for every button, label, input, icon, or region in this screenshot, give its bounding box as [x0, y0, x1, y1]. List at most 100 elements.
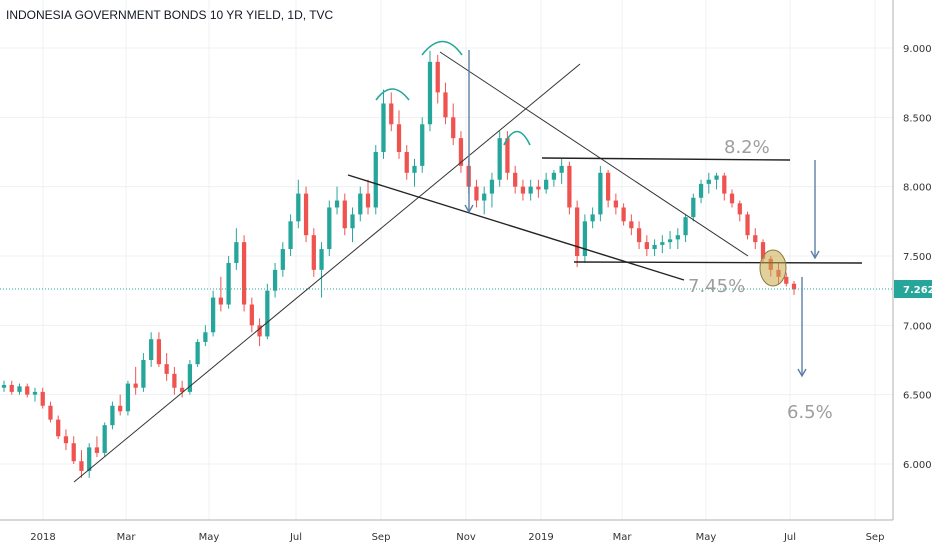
candle-body	[412, 165, 417, 173]
time-axis: 2018 Mar May Jul Sep Nov 2019 Mar May Jul Sep	[30, 532, 884, 543]
candle-body	[172, 373, 177, 388]
candle-body	[489, 179, 495, 194]
candle-body	[265, 290, 270, 337]
y-tick-label: 9.000	[903, 44, 932, 55]
x-tick-label: May	[199, 532, 220, 543]
x-tick-label: Sep	[866, 532, 885, 543]
shoulder-arc	[375, 88, 410, 101]
rising-trendline	[73, 63, 581, 483]
candle-body	[722, 175, 727, 194]
candle-body	[621, 207, 626, 222]
falling-trendline	[439, 51, 749, 257]
candle-body	[241, 242, 247, 305]
candle-body	[451, 117, 456, 139]
candle-body	[745, 214, 750, 236]
candle-body	[497, 138, 502, 180]
candle-body	[528, 186, 533, 194]
candle-body	[427, 61, 433, 125]
candle-body	[272, 269, 278, 291]
candle-body	[590, 214, 595, 222]
resistance-line	[541, 157, 791, 161]
target-arrow-head	[464, 204, 474, 214]
x-tick-label: 2018	[30, 532, 55, 543]
candle-body	[94, 447, 100, 453]
candle-body	[683, 217, 688, 236]
candle-body	[187, 364, 193, 392]
candle-body	[753, 235, 758, 243]
candle-body	[559, 165, 564, 173]
candle-body	[71, 443, 76, 462]
candle-body	[404, 152, 409, 173]
candle-body	[87, 447, 92, 471]
candle-body	[9, 384, 14, 392]
candle-body	[582, 221, 588, 256]
candle-body	[365, 193, 371, 208]
candle-body	[389, 103, 394, 125]
shoulder-arc	[503, 130, 531, 146]
candle-body	[1, 384, 7, 388]
breakdown-highlight	[759, 249, 787, 287]
candle-body	[141, 360, 146, 388]
candle-body	[675, 235, 680, 240]
candle-body	[613, 200, 618, 208]
candle-body	[544, 179, 549, 190]
candle-body	[48, 405, 53, 420]
candle-body	[737, 203, 742, 215]
candle-body	[505, 138, 510, 173]
candle-body	[102, 425, 107, 453]
candle-body	[156, 339, 162, 365]
candle-body	[791, 283, 797, 290]
candle-body	[210, 297, 216, 333]
y-tick-label: 7.000	[903, 321, 932, 332]
chart-title: INDONESIA GOVERNMENT BONDS 10 YR YIELD, …	[6, 8, 334, 22]
candle-body	[358, 193, 363, 215]
candle-body	[513, 172, 518, 187]
candle-body	[698, 183, 704, 198]
target-arrow-head	[797, 368, 807, 378]
candle-body	[226, 262, 231, 305]
candle-body	[636, 228, 642, 243]
candle-body	[760, 242, 766, 259]
candle-body	[482, 193, 487, 201]
x-tick-label: Mar	[117, 532, 137, 543]
candle-body	[40, 391, 45, 406]
grid	[0, 0, 893, 520]
candle-body	[296, 193, 301, 222]
candle-body	[288, 221, 293, 250]
candle-body	[660, 242, 665, 245]
candle-body	[667, 239, 673, 243]
candle-body	[691, 197, 696, 218]
drawing-overlays: 8.2% 7.45% 6.5%	[0, 40, 893, 483]
candle-body	[280, 249, 285, 270]
candle-body	[25, 386, 30, 395]
support-line	[573, 261, 863, 264]
last-price-label: 7.262	[903, 285, 932, 296]
candle-body	[350, 214, 355, 229]
candle-body	[133, 383, 138, 388]
candle-body	[63, 436, 69, 444]
candle-body	[443, 92, 448, 118]
last-price-badge	[894, 280, 932, 299]
candle-body	[629, 221, 634, 229]
candle-body	[218, 297, 223, 305]
x-tick-label: 2019	[528, 532, 553, 543]
candle-body	[164, 364, 169, 374]
candle-body	[567, 165, 572, 208]
candle-body	[458, 138, 464, 166]
candle-body	[257, 325, 262, 337]
candle-body	[334, 200, 340, 208]
x-tick-label: Jul	[289, 532, 302, 543]
candle-body	[118, 405, 123, 412]
candle-body	[125, 383, 131, 412]
candle-body	[605, 172, 611, 201]
y-tick-label: 6.500	[903, 391, 932, 402]
candle-body	[706, 179, 711, 184]
annotation-label: 7.45%	[688, 276, 745, 297]
candle-body	[110, 405, 115, 426]
annotation-label: 8.2%	[724, 137, 770, 158]
y-tick-label: 8.000	[903, 183, 932, 194]
x-tick-label: Mar	[613, 532, 633, 543]
candle-body	[319, 249, 324, 270]
